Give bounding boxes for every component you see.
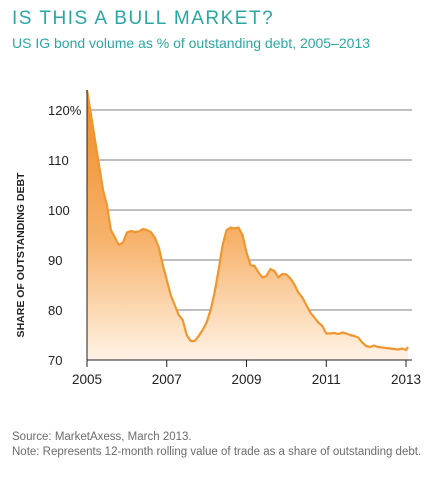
axes	[86, 90, 412, 367]
note-text: Note: Represents 12-month rolling value …	[12, 446, 422, 458]
source-text: Source: MarketAxess, March 2013.	[12, 431, 192, 443]
chart-title: IS THIS A BULL MARKET?	[12, 8, 275, 29]
y-tick-label: 100	[48, 203, 70, 218]
y-tick-label: 120%	[48, 103, 82, 118]
y-tick-label: 70	[48, 353, 62, 368]
x-tick-label: 2013	[391, 372, 421, 387]
x-tick-label: 2005	[72, 372, 102, 387]
y-tick-label: 110	[48, 153, 69, 168]
y-tick-label: 90	[48, 253, 62, 268]
x-tick-label: 2011	[312, 372, 341, 387]
bond-volume-chart: SHARE OF OUTSTANDING DEBT 70 80 90 100 110 12…	[15, 89, 421, 387]
area-layer	[85, 89, 409, 360]
x-tick-label: 2007	[152, 372, 182, 387]
y-tick-label: 80	[48, 303, 62, 318]
series-line	[85, 89, 409, 352]
y-axis-label: SHARE OF OUTSTANDING DEBT	[15, 172, 27, 337]
chart-subtitle: US IG bond volume as % of outstanding de…	[12, 35, 371, 51]
series-area	[87, 90, 408, 360]
x-tick-label: 2009	[231, 372, 261, 387]
axis-labels: SHARE OF OUTSTANDING DEBT 70 80 90 100 110 12…	[15, 103, 421, 387]
source-note: Source: MarketAxess, March 2013. Note: R…	[12, 430, 421, 460]
